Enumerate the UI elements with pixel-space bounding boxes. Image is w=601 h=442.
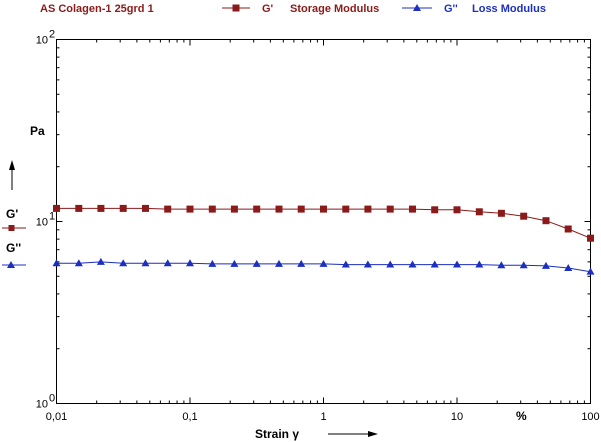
data-point-storage [342, 205, 350, 213]
data-point-loss [453, 260, 461, 268]
data-point-loss [208, 259, 217, 267]
data-point-storage [386, 205, 394, 213]
axis-ticks [56, 39, 591, 404]
data-point-storage [542, 217, 550, 225]
data-point-loss [119, 259, 128, 267]
data-point-loss [319, 259, 328, 267]
data-point-storage [119, 204, 127, 212]
legend-label-loss: Loss Modulus [472, 3, 546, 15]
data-point-loss [186, 259, 194, 267]
data-point-loss [52, 259, 61, 267]
data-point-storage [409, 205, 416, 213]
data-point-loss [586, 267, 595, 275]
data-point-storage [564, 225, 572, 233]
data-point-loss [163, 259, 172, 267]
x-tick-label: 0,1 [182, 411, 197, 423]
data-point-storage [186, 205, 194, 213]
data-point-storage [208, 205, 216, 213]
data-point-storage [53, 204, 60, 212]
data-point-loss [363, 260, 372, 268]
data-point-loss [541, 261, 550, 269]
data-point-loss [252, 259, 261, 267]
data-point-loss [230, 259, 239, 267]
data-point-storage [275, 205, 283, 213]
data-point-loss [297, 259, 306, 267]
y-series-marker-loss [7, 261, 15, 268]
data-point-storage [297, 205, 305, 213]
legend-marker-storage [232, 4, 240, 12]
data-point-storage [253, 205, 261, 213]
legend-symbol-storage: G' [262, 3, 274, 15]
x-tick-label: 100 [581, 411, 599, 423]
data-point-loss [519, 261, 528, 269]
data-point-loss [430, 260, 439, 268]
y-series-marker-storage [8, 225, 15, 231]
data-point-loss [74, 259, 83, 267]
y-tick-label-exponent: 1 [49, 211, 55, 223]
data-point-loss [141, 259, 150, 267]
data-point-storage [164, 205, 172, 213]
data-point-loss [341, 260, 350, 268]
data-point-storage [97, 204, 105, 212]
y-axis-label: Pa [30, 124, 45, 138]
x-tick-label: 1 [320, 411, 326, 423]
data-point-loss [274, 259, 283, 267]
data-point-storage [320, 205, 327, 213]
x-tick-label: 10 [451, 411, 463, 423]
data-point-storage [75, 204, 83, 212]
data-point-storage [142, 204, 149, 212]
x-tick-labels: 0,01 0,1 1 10 100 [46, 411, 600, 423]
y-tick-label: 10 [36, 35, 48, 47]
legend: G' Storage Modulus G'' Loss Modulus [222, 3, 546, 15]
data-point-storage [520, 212, 528, 220]
y-tick-label-exponent: 2 [49, 29, 55, 41]
data-point-loss [475, 260, 484, 268]
legend-label-storage: Storage Modulus [290, 3, 379, 15]
data-point-storage [453, 206, 461, 214]
data-point-storage [431, 206, 439, 214]
y-tick-label-exponent: 0 [49, 393, 55, 405]
x-unit-label: % [516, 409, 527, 423]
series-layer [52, 204, 595, 275]
legend-symbol-loss: G'' [444, 3, 458, 15]
data-point-storage [497, 209, 505, 217]
y-series-label-loss: G'' [6, 241, 21, 255]
x-axis-label: Strain γ [255, 427, 299, 441]
x-tick-label: 0,01 [46, 411, 67, 423]
sample-title: AS Colagen-1 25grd 1 [40, 3, 154, 15]
y-tick-label: 10 [36, 217, 48, 229]
y-series-label-storage: G' [6, 207, 18, 221]
data-point-loss [564, 264, 573, 272]
data-point-storage [587, 234, 594, 242]
data-point-storage [475, 208, 483, 216]
data-point-storage [230, 205, 238, 213]
y-axis-arrow [9, 160, 15, 190]
y-tick-label: 10 [36, 399, 48, 411]
data-point-loss [96, 257, 105, 265]
data-point-loss [408, 260, 417, 268]
legend-marker-loss [413, 4, 421, 11]
data-point-loss [497, 261, 506, 269]
plot-area [56, 39, 591, 404]
data-point-loss [386, 260, 395, 268]
data-point-storage [364, 205, 372, 213]
series-line-storage [56, 207, 591, 239]
x-axis-arrow [328, 431, 378, 437]
